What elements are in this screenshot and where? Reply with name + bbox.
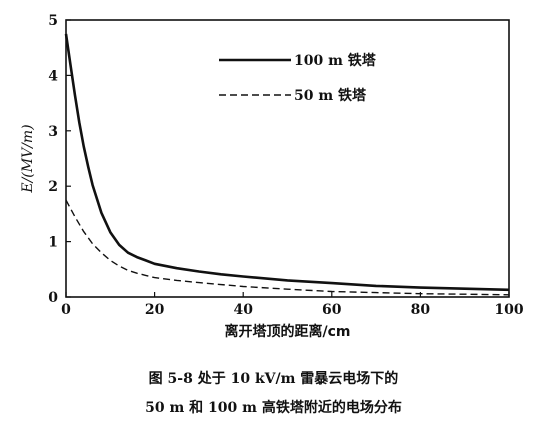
figure-caption-line-2: 50 m 和 100 m 高铁塔附近的电场分布	[145, 400, 402, 416]
x-tick-label: 80	[411, 302, 431, 318]
x-tick-label: 20	[145, 302, 165, 318]
x-tick-label: 0	[61, 302, 71, 318]
y-tick-label: 3	[48, 124, 58, 140]
plot-frame	[65, 19, 510, 298]
x-tick-label: 100	[494, 302, 523, 318]
series-line-1	[64, 33, 510, 292]
x-axis-label: 离开塔顶的距离/cm	[225, 323, 351, 340]
legend-label-2: 50 m 铁塔	[294, 87, 367, 104]
x-tick-label: 60	[322, 302, 342, 318]
y-axis-label: E/(MV/m)	[20, 124, 36, 193]
figure-caption-line-1: 图 5-8 处于 10 kV/m 雷暴云电场下的	[148, 371, 399, 387]
y-tick-label: 5	[48, 13, 58, 29]
y-tick-label: 2	[48, 179, 58, 195]
legend-label-1: 100 m 铁塔	[294, 52, 377, 69]
x-tick-label: 40	[233, 302, 253, 318]
y-tick-label: 0	[48, 290, 58, 306]
line-chart: 0 20 40 60 80 100 0 1 2 3 4 5 离开塔顶的距离/cm E/(MV/m) 100 …	[20, 13, 524, 340]
y-tick-label: 4	[48, 68, 58, 84]
y-tick-label: 1	[48, 235, 58, 251]
